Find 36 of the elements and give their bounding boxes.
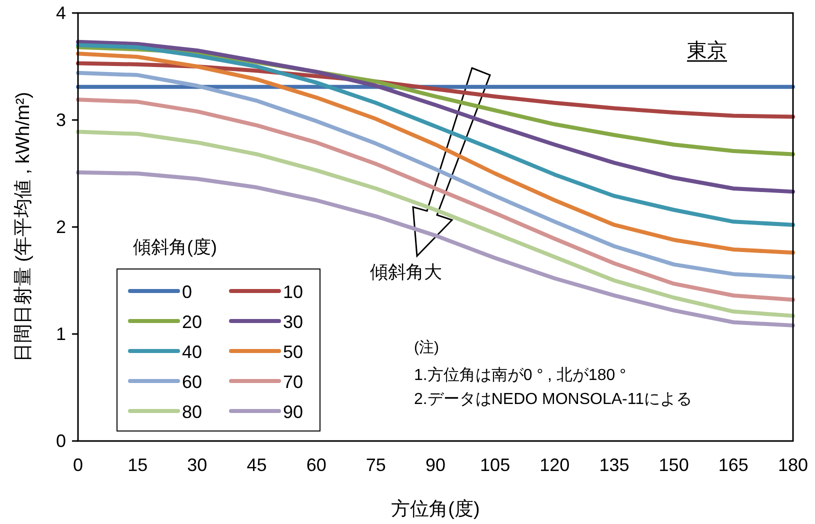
- y-tick-label: 1: [56, 324, 66, 344]
- legend-label: 90: [283, 402, 304, 422]
- x-tick-label: 135: [599, 455, 630, 475]
- x-tick-label: 165: [718, 455, 748, 475]
- annotation: 東京: [687, 40, 727, 62]
- x-tick-label: 120: [540, 455, 570, 475]
- x-tick-label: 75: [366, 455, 386, 475]
- annotation: 1.方位角は南が0 ° , 北が180 °: [414, 366, 626, 384]
- x-axis-title: 方位角(度): [391, 498, 480, 520]
- x-tick-label: 45: [246, 455, 267, 475]
- y-tick-label: 2: [56, 217, 66, 237]
- annotation: 2.データはNEDO MONSOLA-11による: [414, 391, 692, 408]
- x-tick-label: 105: [480, 455, 510, 475]
- annotation: (注): [414, 339, 439, 356]
- x-tick-label: 60: [306, 455, 326, 475]
- legend-label: 40: [182, 342, 202, 362]
- legend-label: 30: [283, 312, 304, 332]
- x-tick-label: 15: [128, 455, 148, 475]
- legend-label: 20: [182, 312, 202, 332]
- y-tick-label: 0: [56, 431, 66, 451]
- x-tick-label: 150: [658, 455, 689, 475]
- x-tick-label: 90: [425, 455, 446, 475]
- y-tick-label: 3: [56, 110, 66, 130]
- legend-label: 60: [182, 372, 202, 392]
- legend-label: 80: [182, 402, 202, 422]
- annotation: 傾斜角大: [370, 262, 442, 282]
- legend-label: 10: [283, 282, 304, 302]
- y-tick-label: 4: [56, 3, 66, 23]
- legend-label: 0: [182, 282, 192, 302]
- x-tick-label: 30: [187, 455, 208, 475]
- legend-title: 傾斜角(度): [133, 237, 217, 257]
- x-tick-label: 180: [778, 455, 808, 475]
- legend-label: 70: [283, 372, 304, 392]
- y-axis-title: 日間日射量 (年平均値 , kWh/m²): [13, 92, 34, 362]
- legend-label: 50: [283, 342, 304, 362]
- x-tick-label: 0: [72, 455, 84, 475]
